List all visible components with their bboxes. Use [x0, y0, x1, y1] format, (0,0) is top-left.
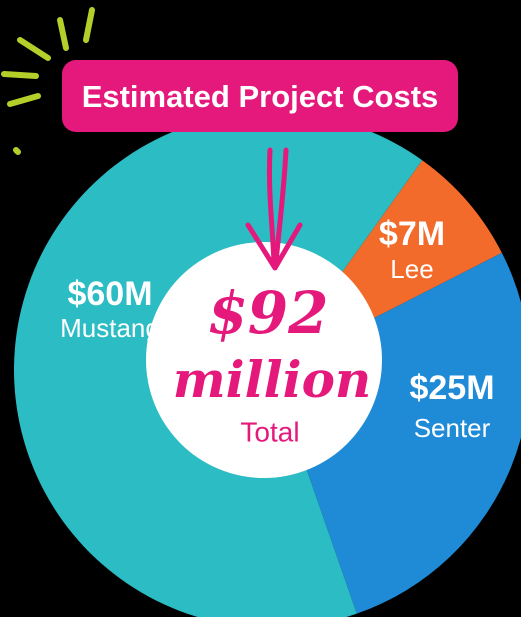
category-label: Lee: [390, 254, 433, 284]
center-circle: [146, 242, 382, 478]
category-label: Senter: [414, 413, 491, 443]
category-label: Mustang: [60, 313, 160, 343]
arrow: [245, 147, 303, 271]
title-pill: [62, 60, 458, 132]
value-label: $7M: [379, 215, 445, 253]
center-caption: Total: [240, 416, 299, 447]
value-label: $60M: [67, 275, 152, 313]
chart-title: Estimated Project Costs: [82, 79, 439, 114]
value-label: $25M: [409, 369, 494, 407]
center-unit: million: [173, 350, 372, 409]
center-value: $92: [207, 279, 328, 347]
decoration: [1, 7, 95, 155]
